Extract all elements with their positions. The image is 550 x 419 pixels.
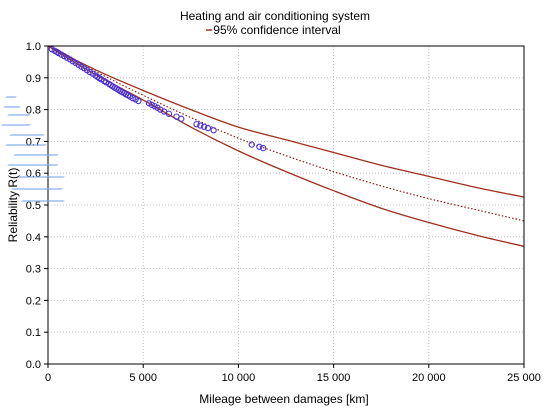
y-tick-label: 0.2 <box>26 295 41 307</box>
fit-line <box>47 45 525 222</box>
y-tick-label: 0.3 <box>26 264 41 276</box>
observation-markers <box>48 46 267 152</box>
observation-point <box>204 124 212 132</box>
observation-point <box>200 123 208 130</box>
y-tick-label: 1.0 <box>26 41 41 53</box>
y-tick-label: 0.1 <box>26 327 41 339</box>
y-tick-label: 0.4 <box>26 232 41 244</box>
chart-title: Heating and air conditioning system <box>180 9 370 23</box>
y-axis-ticks: 0.0 0.1 0.2 0.3 0.4 0.5 0.6 0.7 0.8 0.9 1.0 <box>26 41 48 371</box>
observation-point <box>210 127 217 134</box>
x-axis-label: Mileage between damages [km] <box>199 392 368 406</box>
lower-ci-line <box>47 45 525 247</box>
y-axis-label: Reliability R(t) <box>6 168 20 243</box>
observation-point <box>256 143 263 150</box>
observation-point <box>193 121 200 128</box>
observation-point <box>197 122 204 129</box>
x-tick-label: 0 <box>45 372 51 384</box>
x-axis-ticks: 0 5 000 10 000 15 000 20 000 25 000 <box>45 364 541 384</box>
y-tick-label: 0.9 <box>26 73 41 85</box>
x-tick-label: 20 000 <box>412 372 446 384</box>
grid <box>48 46 524 364</box>
y-tick-label: 0.5 <box>26 200 41 212</box>
chart-subtitle: 95% confidence interval <box>213 23 340 37</box>
x-tick-label: 10 000 <box>222 372 256 384</box>
x-tick-label: 25 000 <box>507 372 541 384</box>
observation-point <box>165 110 173 117</box>
x-tick-label: 15 000 <box>317 372 351 384</box>
plot-frame <box>47 45 525 365</box>
y-tick-label: 0.0 <box>26 359 41 371</box>
series <box>47 45 525 247</box>
observation-point <box>248 141 255 148</box>
upper-ci-line <box>47 45 525 198</box>
observation-point <box>260 144 267 152</box>
observation-point <box>178 115 185 122</box>
y-tick-label: 0.7 <box>26 136 41 148</box>
chart-subtitle-group: 95% confidence interval <box>206 23 341 37</box>
observation-point <box>135 97 142 105</box>
y-tick-label: 0.6 <box>26 168 41 180</box>
y-tick-label: 0.8 <box>26 105 41 117</box>
x-tick-label: 5 000 <box>129 372 157 384</box>
